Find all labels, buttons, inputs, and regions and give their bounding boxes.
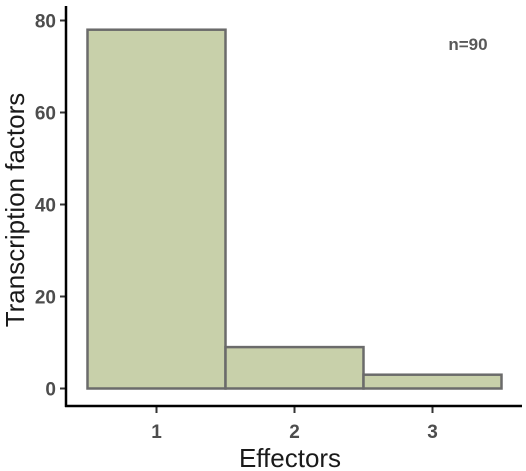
x-tick-label: 1 xyxy=(151,422,162,443)
bar-1 xyxy=(86,28,227,390)
y-axis-ticks: 0 20 40 60 80 xyxy=(35,12,66,401)
y-tick-label: 20 xyxy=(35,288,56,309)
y-tick-label: 0 xyxy=(45,380,56,401)
bar-3 xyxy=(362,373,503,390)
x-axis-title: Effectors xyxy=(239,443,341,471)
sample-size-annotation: n=90 xyxy=(448,35,487,54)
x-tick-label: 2 xyxy=(289,422,300,443)
x-axis-ticks: 1 2 3 xyxy=(151,406,438,443)
bar-2 xyxy=(224,345,365,390)
x-tick-label: 3 xyxy=(427,422,438,443)
y-tick-label: 40 xyxy=(35,196,56,217)
y-axis-title: Transcription factors xyxy=(0,93,30,328)
bars-group xyxy=(86,28,503,390)
y-tick-label: 80 xyxy=(35,12,56,33)
y-tick-label: 60 xyxy=(35,104,56,125)
